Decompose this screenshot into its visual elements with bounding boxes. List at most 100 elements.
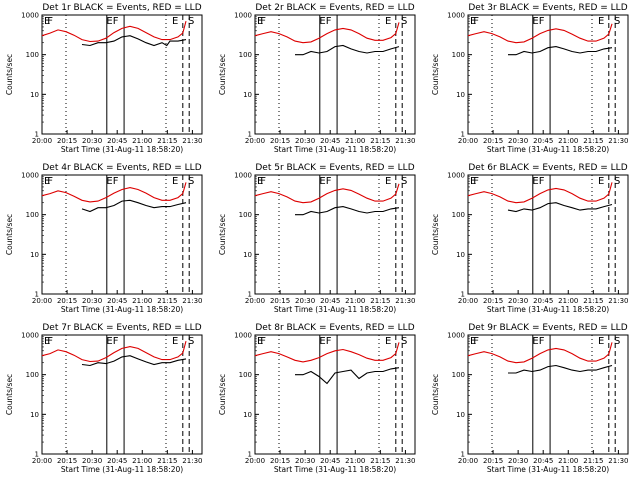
x-tick-label: 20:30 bbox=[295, 457, 315, 465]
x-tick-label: 20:00 bbox=[245, 297, 265, 305]
events-series-line bbox=[507, 202, 613, 213]
plot-frame bbox=[254, 14, 416, 135]
x-tick-label: 21:15 bbox=[370, 457, 390, 465]
flag-label: F bbox=[539, 16, 545, 27]
flag-label: E bbox=[172, 336, 178, 347]
y-axis-label: Counts/sec bbox=[5, 374, 14, 415]
x-tick-label: 20:45 bbox=[320, 457, 340, 465]
chart-title: Det 9r BLACK = Events, RED = LLD bbox=[468, 323, 627, 333]
y-axis-label: Counts/sec bbox=[431, 54, 440, 95]
plot-frame bbox=[467, 14, 629, 135]
x-tick-label: 20:00 bbox=[458, 297, 478, 305]
chart-panel-2: Det 2r BLACK = Events, RED = LLD 1 10 100 10… bbox=[218, 3, 416, 154]
y-tick-label: 1 bbox=[248, 291, 252, 299]
flag-label: E bbox=[257, 336, 263, 347]
y-tick-label: 100 bbox=[239, 371, 252, 379]
y-axis-label: Counts/sec bbox=[5, 214, 14, 255]
y-tick-label: 1000 bbox=[234, 172, 252, 180]
y-tick-label: 1000 bbox=[234, 12, 252, 20]
x-axis-label: Start Time (31-Aug-11 18:58:20) bbox=[274, 465, 396, 474]
x-axis-label: Start Time (31-Aug-11 18:58:20) bbox=[274, 145, 396, 154]
flag-label: E bbox=[172, 176, 178, 187]
x-tick-label: 21:00 bbox=[558, 457, 578, 465]
x-tick-label: 20:30 bbox=[508, 297, 528, 305]
y-axis-label: Counts/sec bbox=[5, 54, 14, 95]
flag-label: S bbox=[401, 176, 407, 187]
x-tick-label: 21:00 bbox=[132, 137, 152, 145]
flag-label: F bbox=[326, 336, 332, 347]
flag-label: F bbox=[113, 336, 119, 347]
plot-frame bbox=[254, 334, 416, 455]
events-series-line bbox=[295, 44, 400, 56]
plot-frame bbox=[467, 174, 629, 295]
chart-title: Det 5r BLACK = Events, RED = LLD bbox=[255, 163, 414, 173]
lld-series-line bbox=[41, 20, 187, 43]
y-tick-label: 100 bbox=[239, 211, 252, 219]
flag-label: E bbox=[385, 176, 391, 187]
events-series-line bbox=[295, 367, 400, 385]
y-tick-label: 1000 bbox=[447, 332, 465, 340]
flag-label: E bbox=[532, 176, 538, 187]
plot-frame bbox=[41, 174, 203, 295]
y-tick-label: 1 bbox=[248, 451, 252, 459]
y-tick-label: 10 bbox=[456, 91, 465, 99]
x-tick-label: 21:30 bbox=[395, 297, 415, 305]
lld-series-line bbox=[41, 182, 187, 203]
x-tick-label: 21:30 bbox=[182, 137, 202, 145]
flag-label: E bbox=[319, 16, 325, 27]
y-axis-label: Counts/sec bbox=[218, 214, 227, 255]
flag-label: S bbox=[401, 336, 407, 347]
x-tick-label: 21:15 bbox=[583, 457, 603, 465]
flag-label: E bbox=[106, 336, 112, 347]
y-tick-label: 1 bbox=[461, 131, 465, 139]
x-tick-label: 20:15 bbox=[270, 457, 290, 465]
x-tick-label: 20:15 bbox=[270, 297, 290, 305]
x-tick-label: 21:30 bbox=[182, 297, 202, 305]
plot-frame bbox=[467, 334, 629, 455]
chart-title: Det 7r BLACK = Events, RED = LLD bbox=[42, 323, 201, 333]
chart-title: Det 1r BLACK = Events, RED = LLD bbox=[42, 3, 201, 13]
x-tick-label: 20:15 bbox=[483, 457, 503, 465]
lld-series-line bbox=[254, 22, 400, 44]
x-tick-label: 21:00 bbox=[558, 297, 578, 305]
y-tick-label: 1000 bbox=[234, 332, 252, 340]
x-tick-label: 21:15 bbox=[157, 137, 177, 145]
lld-series-line bbox=[254, 183, 400, 204]
flag-label: F bbox=[326, 16, 332, 27]
x-tick-label: 20:15 bbox=[483, 297, 503, 305]
x-tick-label: 20:00 bbox=[245, 457, 265, 465]
lld-series-line bbox=[254, 342, 400, 363]
x-tick-label: 20:30 bbox=[82, 297, 102, 305]
flag-label: E bbox=[470, 336, 476, 347]
flag-label: E bbox=[44, 16, 50, 27]
flag-label: F bbox=[47, 176, 53, 187]
x-tick-label: 20:30 bbox=[295, 297, 315, 305]
y-tick-label: 10 bbox=[243, 251, 252, 259]
x-tick-label: 20:30 bbox=[82, 137, 102, 145]
flag-label: E bbox=[44, 176, 50, 187]
x-tick-label: 20:00 bbox=[458, 457, 478, 465]
x-tick-label: 20:15 bbox=[57, 457, 77, 465]
x-tick-label: 20:15 bbox=[483, 137, 503, 145]
flag-label: S bbox=[614, 336, 620, 347]
flag-label: E bbox=[106, 176, 112, 187]
y-tick-label: 1 bbox=[35, 131, 39, 139]
x-tick-label: 21:15 bbox=[583, 137, 603, 145]
x-tick-label: 21:00 bbox=[345, 297, 365, 305]
flag-label: F bbox=[539, 336, 545, 347]
x-tick-label: 20:45 bbox=[533, 297, 553, 305]
y-tick-label: 1 bbox=[35, 451, 39, 459]
x-tick-label: 20:30 bbox=[82, 457, 102, 465]
x-axis-label: Start Time (31-Aug-11 18:58:20) bbox=[61, 465, 183, 474]
flag-label: F bbox=[47, 16, 53, 27]
flag-label: F bbox=[113, 176, 119, 187]
x-axis-label: Start Time (31-Aug-11 18:58:20) bbox=[274, 305, 396, 314]
chart-title: Det 6r BLACK = Events, RED = LLD bbox=[468, 163, 627, 173]
chart-title: Det 4r BLACK = Events, RED = LLD bbox=[42, 163, 201, 173]
flag-label: E bbox=[598, 16, 604, 27]
flag-label: E bbox=[319, 336, 325, 347]
flag-label: S bbox=[401, 16, 407, 27]
x-tick-label: 21:15 bbox=[370, 297, 390, 305]
